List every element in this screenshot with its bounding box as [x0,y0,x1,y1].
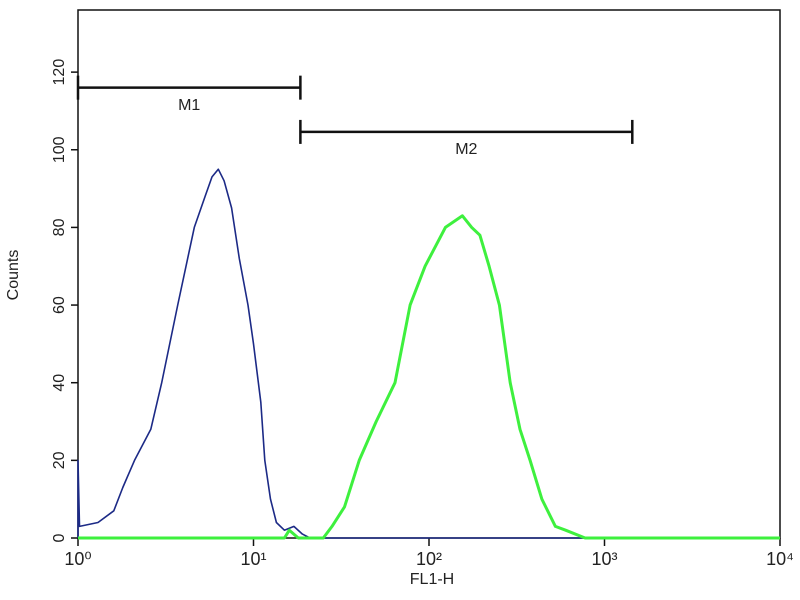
marker-label: M2 [455,141,477,158]
histogram-line [78,214,780,540]
x-axis-label: FL1-H [410,571,454,588]
y-tick-label: 120 [51,59,68,86]
x-tick-label: 10⁴ [766,549,794,569]
histogram-line [77,168,780,539]
y-tick-label: 100 [51,136,68,163]
x-tick-label: 10³ [591,549,617,569]
y-tick-label: 20 [51,451,68,469]
x-tick-label: 10⁰ [64,549,91,569]
y-axis-label: Counts [5,250,22,301]
y-tick-label: 40 [51,374,68,392]
x-tick-label: 10² [416,549,442,569]
y-tick-label: 0 [51,533,68,542]
marker-label: M1 [178,97,200,114]
y-tick-label: 60 [51,296,68,314]
y-tick-label: 80 [51,218,68,236]
plot-frame [77,9,781,539]
x-tick-label: 10¹ [240,549,266,569]
